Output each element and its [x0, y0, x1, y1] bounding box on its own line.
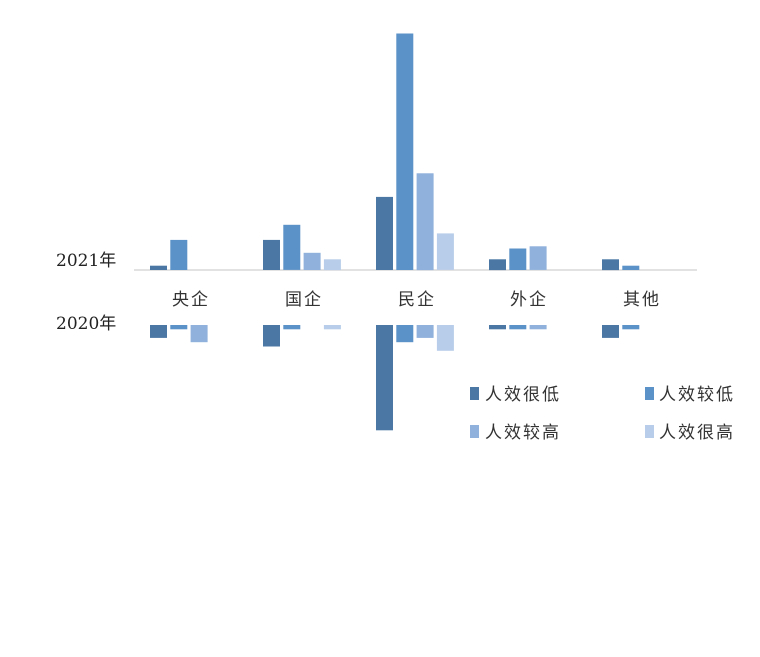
- legend-item-0: 人效很低: [470, 385, 561, 405]
- category-label-2: 民企: [398, 290, 436, 310]
- bar-2021-cat1-s2: [303, 252, 321, 270]
- bar-2021-cat3-s0: [489, 259, 506, 271]
- bar-2020-cat3-s2: [529, 325, 547, 330]
- bar-2020-cat3-s0: [489, 325, 506, 330]
- legend-swatch-0: [470, 387, 479, 400]
- bar-2020-cat1-s1: [283, 325, 301, 330]
- legend-item-3: 人效很高: [645, 423, 735, 443]
- legend-label-1: 人效较低: [659, 385, 735, 405]
- bar-2021-cat0-s0: [150, 265, 167, 270]
- bar-2021-cat2-s2: [416, 173, 434, 271]
- category-label-3: 外企: [510, 290, 548, 310]
- bar-2020-cat2-s1: [396, 325, 414, 343]
- legend-swatch-1: [645, 387, 654, 400]
- legend-label-3: 人效很高: [659, 423, 735, 443]
- bars: [150, 33, 640, 431]
- bar-2020-cat2-s2: [416, 325, 434, 338]
- bar-2020-cat1-s0: [263, 325, 280, 347]
- bar-2020-cat4-s0: [602, 325, 619, 338]
- bar-2020-cat4-s1: [622, 325, 640, 330]
- panel-label-2020: 2020年: [56, 314, 116, 334]
- bar-2021-cat1-s3: [323, 259, 341, 271]
- bar-2021-cat1-s0: [263, 239, 280, 270]
- legend: 人效很低 人效较低 人效较高 人效很高: [470, 385, 735, 443]
- bar-2021-cat2-s0: [376, 196, 393, 270]
- legend-swatch-3: [645, 425, 654, 438]
- bar-2021-cat1-s1: [283, 224, 301, 270]
- bar-2020-cat0-s1: [170, 325, 188, 330]
- legend-item-2: 人效较高: [470, 423, 561, 443]
- category-label-0: 央企: [172, 290, 210, 310]
- legend-swatch-2: [470, 425, 479, 438]
- category-label-4: 其他: [623, 290, 661, 310]
- legend-item-1: 人效较低: [645, 385, 735, 405]
- category-labels: 央企 国企 民企 外企 其他: [172, 290, 661, 310]
- legend-label-2: 人效较高: [485, 423, 561, 443]
- bar-2021-cat2-s3: [436, 233, 454, 270]
- bar-2021-cat0-s1: [170, 239, 188, 270]
- bar-2021-cat2-s1: [396, 33, 414, 270]
- bar-2021-cat3-s2: [529, 246, 547, 270]
- category-label-1: 国企: [285, 290, 323, 310]
- bar-2021-cat4-s0: [602, 259, 619, 271]
- bar-2021-cat4-s1: [622, 265, 640, 270]
- panel-label-2021: 2021年: [56, 251, 116, 271]
- legend-label-0: 人效很低: [485, 385, 561, 405]
- bar-2020-cat1-s3: [323, 325, 341, 330]
- bar-2020-cat0-s2: [190, 325, 208, 343]
- bar-2020-cat3-s1: [509, 325, 527, 330]
- bar-2021-cat3-s1: [509, 248, 527, 270]
- bar-2020-cat2-s3: [436, 325, 454, 351]
- bar-2020-cat0-s0: [150, 325, 167, 338]
- bar-2020-cat2-s0: [376, 325, 393, 431]
